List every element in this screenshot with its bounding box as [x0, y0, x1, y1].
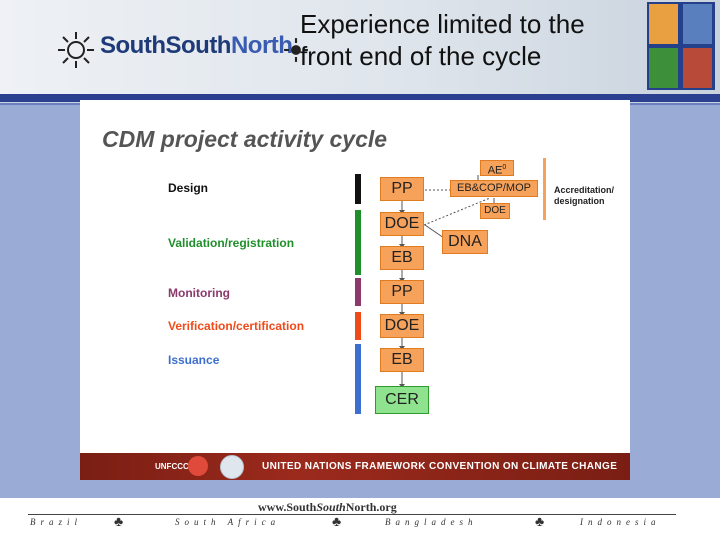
box-eb-1: EB	[380, 246, 424, 270]
box-ae-superscript: 0	[502, 164, 507, 171]
box-dna: DNA	[442, 230, 488, 254]
sun-small-icon	[284, 38, 308, 62]
unfccc-logo-text: UNFCCC	[155, 462, 189, 471]
url-prefix: www.South	[258, 500, 317, 514]
box-doe-2: DOE	[380, 314, 424, 338]
sun-icon	[58, 32, 94, 68]
box-pp-1: PP	[380, 177, 424, 201]
website-url[interactable]: www.SouthSouthNorth.org	[258, 500, 397, 515]
accreditation-label: Accreditation/ designation	[554, 185, 615, 206]
slide-title: CDM project activity cycle	[102, 126, 388, 152]
stage-verification: Verification/certification	[168, 319, 305, 333]
logo-word-north: North	[230, 32, 293, 59]
photo-collage	[647, 2, 715, 90]
slide-image: CDM project activity cycle Design Valida…	[80, 100, 630, 480]
country-indonesia: Indonesia	[580, 517, 661, 527]
box-ae-label: AE	[487, 164, 503, 177]
box-doe-small: DOE	[480, 203, 510, 219]
stage-bar-monitoring	[355, 278, 361, 306]
unfccc-footer: UNFCCC UNITED NATIONS FRAMEWORK CONVENTI…	[80, 453, 630, 480]
country-divider	[28, 514, 676, 515]
page-title: Experience limited to the front end of t…	[300, 9, 585, 71]
url-suffix: North.org	[345, 500, 397, 514]
photo-tile-1	[649, 4, 678, 44]
box-ae: AE0	[480, 160, 514, 177]
stage-design: Design	[168, 181, 209, 195]
photo-tile-4	[683, 48, 712, 88]
stage-bar-issuance	[355, 344, 361, 414]
box-pp-2: PP	[380, 280, 424, 304]
un-emblem-icon	[220, 455, 244, 479]
stage-bar-verification	[355, 312, 361, 340]
footer-divider	[0, 492, 720, 498]
convention-title: UNITED NATIONS FRAMEWORK CONVENTION ON C…	[262, 461, 618, 472]
photo-tile-2	[683, 4, 712, 44]
country-bangladesh: Bangladesh	[385, 517, 478, 527]
stage-bar-validation	[355, 210, 361, 275]
box-doe-1: DOE	[380, 212, 424, 236]
stage-bar-design	[355, 174, 361, 204]
header-bar	[0, 0, 720, 94]
figure-icon: ♣	[535, 513, 545, 529]
figure-icon: ♣	[114, 513, 124, 529]
country-south-africa: South Africa	[175, 517, 281, 527]
footer	[0, 492, 720, 540]
unfccc-circle-icon	[188, 456, 208, 476]
photo-tile-3	[649, 48, 678, 88]
box-cer: CER	[375, 386, 429, 414]
stage-validation: Validation/registration	[168, 236, 295, 250]
accreditation-bar	[543, 158, 546, 220]
logo-word-south-2: South	[165, 32, 231, 59]
stage-monitoring: Monitoring	[168, 286, 230, 300]
country-brazil: Brazil	[30, 517, 83, 527]
logo-wordmark: SouthSouthNorth	[100, 32, 293, 60]
box-eb-2: EB	[380, 348, 424, 372]
url-italic: South	[316, 500, 346, 514]
southsouthnorth-logo: SouthSouthNorth	[52, 26, 312, 72]
flow-arrows	[399, 175, 495, 388]
header-divider	[0, 94, 720, 102]
stage-issuance: Issuance	[168, 353, 220, 367]
box-eb-cop-mop: EB&COP/MOP	[450, 180, 538, 197]
figure-icon: ♣	[332, 513, 342, 529]
logo-word-south: South	[100, 32, 166, 59]
